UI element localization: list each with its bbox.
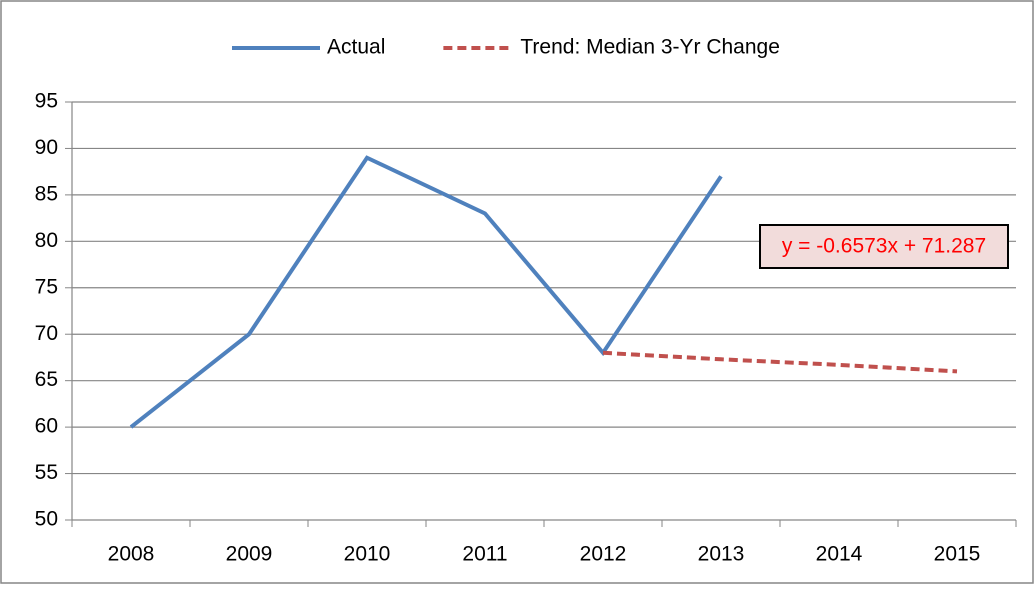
x-tick-label: 2013 <box>698 543 745 566</box>
x-tick-label: 2008 <box>108 543 155 566</box>
legend-label: Trend: Median 3-Yr Change <box>520 36 780 59</box>
x-tick-label: 2014 <box>816 543 863 566</box>
annotation-box <box>759 224 1009 269</box>
y-tick-label: 85 <box>35 182 58 205</box>
y-tick-label: 95 <box>35 90 58 113</box>
y-tick-label: 90 <box>35 136 58 159</box>
y-tick-label: 55 <box>35 461 58 484</box>
annotation: y = -0.6573x + 71.287 <box>782 235 986 258</box>
y-tick-label: 65 <box>35 368 58 391</box>
x-tick-label: 2015 <box>934 543 981 566</box>
y-tick-label: 60 <box>35 415 58 438</box>
y-tick-label: 75 <box>35 275 58 298</box>
y-tick-label: 50 <box>35 508 58 531</box>
series-line <box>602 350 958 374</box>
y-tick-label: 80 <box>35 229 58 252</box>
legend-label: Actual <box>327 36 385 59</box>
x-tick-label: 2011 <box>462 543 507 566</box>
series-line <box>129 155 723 429</box>
x-tick-label: 2009 <box>226 543 273 566</box>
x-tick-label: 2010 <box>344 543 391 566</box>
x-tick-label: 2012 <box>580 543 627 566</box>
y-tick-label: 70 <box>35 322 58 345</box>
